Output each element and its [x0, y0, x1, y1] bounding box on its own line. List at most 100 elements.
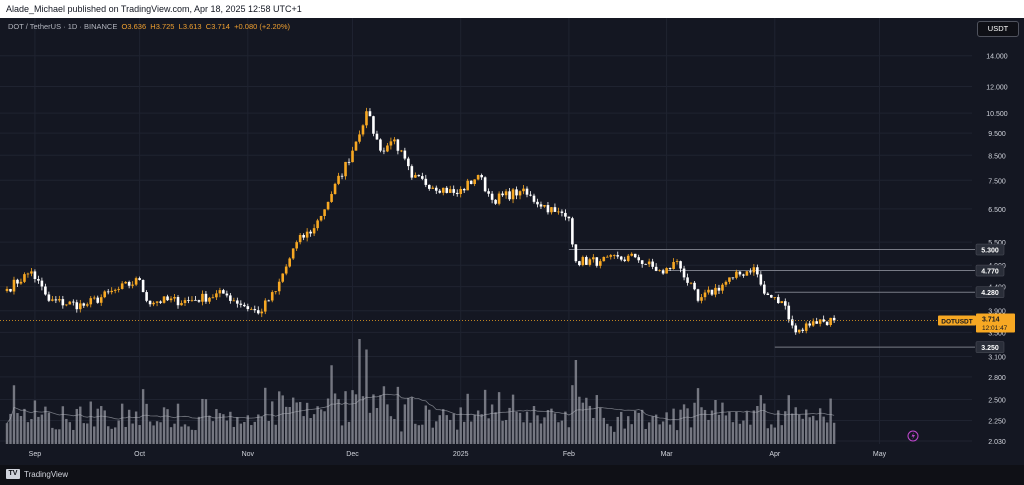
volume-bar: [127, 409, 131, 444]
volume-bar: [379, 395, 382, 444]
candle-body: [284, 266, 288, 274]
candle-body: [745, 271, 749, 276]
candle-body: [298, 235, 302, 243]
volume-bar: [37, 416, 40, 444]
volume-bar: [825, 422, 829, 444]
volume-bar: [529, 422, 532, 444]
volume-bar: [89, 401, 92, 444]
volume-bar: [141, 389, 145, 444]
volume-bar: [159, 422, 162, 444]
candle-body: [82, 303, 86, 306]
candle-body: [585, 257, 588, 265]
volume-bar: [818, 408, 822, 444]
volume-bar: [567, 427, 571, 444]
volume-bar: [278, 391, 281, 444]
candle-body: [550, 207, 553, 213]
x-tick-label: Dec: [346, 451, 359, 458]
candle-body: [518, 191, 522, 196]
volume-bar: [497, 392, 501, 444]
candle-body: [340, 175, 344, 177]
volume-bar: [438, 415, 441, 444]
price-chart[interactable]: 14.000 12.000 10.500 9.500 8.500 7.500 6.500 5.…: [0, 0, 1024, 465]
volume-bar: [578, 396, 581, 444]
volume-bar: [414, 423, 417, 444]
volume-bar: [581, 402, 585, 444]
candle-body: [309, 231, 312, 234]
candle-body: [180, 303, 183, 306]
candle-body: [693, 282, 696, 290]
candle-body: [407, 158, 410, 167]
volume-bar: [358, 339, 361, 444]
candle-body: [358, 134, 361, 142]
currency-button[interactable]: USDT: [977, 21, 1019, 37]
price-tag-countdown: 12:01:47: [982, 325, 1008, 332]
chart-frame[interactable]: [0, 18, 1024, 465]
candle-body: [138, 278, 141, 280]
candle-body: [386, 145, 389, 152]
lightning-icon[interactable]: [907, 430, 919, 442]
volume-bar: [131, 423, 134, 444]
volume-bar: [710, 410, 714, 444]
candle-body: [424, 178, 428, 185]
volume-bar: [9, 413, 12, 444]
volume-bar: [543, 417, 546, 444]
volume-bar: [197, 416, 201, 444]
volume-bar: [183, 424, 187, 444]
volume-bar: [703, 409, 707, 444]
candle-body: [431, 187, 435, 189]
candle-body: [305, 231, 309, 238]
candle-body: [190, 299, 194, 301]
volume-bar: [679, 409, 682, 444]
volume-bar: [550, 408, 553, 444]
candle-body: [783, 301, 787, 306]
volume-bar: [375, 408, 379, 444]
candle-body: [267, 300, 271, 302]
candle-body: [770, 294, 773, 298]
y-tick-label: 10.500: [986, 111, 1008, 118]
candle-body: [599, 261, 602, 266]
candle-body: [546, 205, 550, 213]
volume-bar: [225, 420, 229, 444]
candle-body: [689, 282, 693, 284]
volume-bar: [724, 415, 728, 444]
footer-bar: [0, 465, 1024, 485]
volume-bar: [787, 395, 790, 444]
volume-bar: [696, 388, 700, 444]
candle-body: [665, 268, 668, 274]
volume-bar: [421, 424, 424, 444]
candle-body: [735, 271, 738, 278]
candle-body: [728, 277, 731, 282]
candle-body: [148, 300, 152, 305]
candle-body: [532, 195, 536, 202]
volume-bar: [571, 385, 574, 444]
volume-bar: [728, 411, 731, 444]
candle-body: [89, 298, 93, 305]
volume-bar: [201, 398, 204, 444]
volume-bar: [190, 429, 194, 444]
tradingview-brand[interactable]: TV TradingView: [6, 469, 68, 479]
x-tick-label: Sep: [29, 451, 42, 458]
x-tick-label: 2025: [453, 451, 469, 458]
volume-bar: [176, 403, 180, 444]
candle-body: [229, 295, 232, 301]
volume-bar: [12, 385, 16, 444]
volume-bar: [330, 365, 333, 444]
candle-body: [675, 261, 679, 263]
volume-bar: [428, 409, 431, 444]
candle-body: [44, 286, 47, 295]
candle-body: [12, 279, 16, 292]
candle-body: [351, 150, 354, 163]
candle-body: [427, 184, 431, 189]
volume-bar: [536, 415, 539, 444]
volume-bar: [194, 430, 197, 444]
candle-body: [288, 258, 291, 267]
volume-bar: [340, 425, 344, 444]
volume-bar: [117, 420, 120, 444]
level-tag: [975, 341, 1005, 353]
legend-symbol[interactable]: DOT / TetherUS · 1D · BINANCE: [8, 22, 118, 31]
volume-bar: [693, 402, 696, 444]
volume-bar: [623, 428, 626, 444]
candle-body: [281, 273, 285, 282]
y-tick-label: 2.030: [988, 439, 1006, 446]
volume-bar: [585, 397, 588, 444]
